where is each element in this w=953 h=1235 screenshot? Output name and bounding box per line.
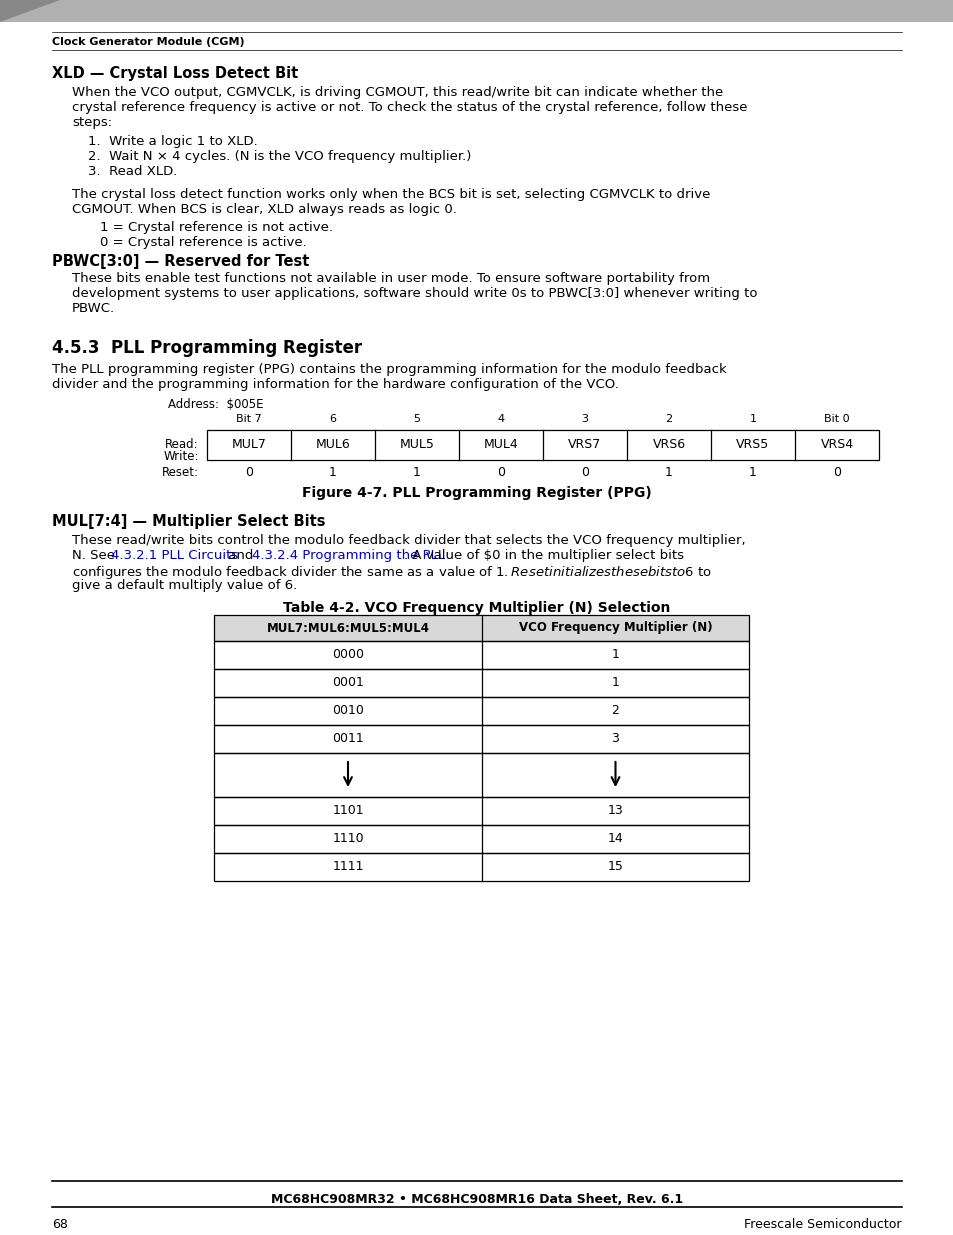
Text: These bits enable test functions not available in user mode. To ensure software : These bits enable test functions not ava… <box>71 272 709 285</box>
Polygon shape <box>0 0 60 22</box>
Text: 2: 2 <box>665 414 672 424</box>
Text: 3.  Read XLD.: 3. Read XLD. <box>88 165 177 178</box>
Text: VRS7: VRS7 <box>568 438 601 452</box>
Text: Freescale Semiconductor: Freescale Semiconductor <box>743 1218 901 1231</box>
Text: Write:: Write: <box>163 450 199 463</box>
Text: 1.  Write a logic 1 to XLD.: 1. Write a logic 1 to XLD. <box>88 135 257 148</box>
Text: MUL[7:4] — Multiplier Select Bits: MUL[7:4] — Multiplier Select Bits <box>52 514 325 529</box>
Text: 0001: 0001 <box>332 677 363 689</box>
Text: 0 = Crystal reference is active.: 0 = Crystal reference is active. <box>100 236 307 249</box>
Bar <box>0 0 953 22</box>
Text: 1: 1 <box>413 466 420 479</box>
Text: 2.  Wait N × 4 cycles. (N is the VCO frequency multiplier.): 2. Wait N × 4 cycles. (N is the VCO freq… <box>88 149 471 163</box>
Text: Reset:: Reset: <box>162 466 199 479</box>
Text: PBWC.: PBWC. <box>71 303 115 315</box>
Text: 1: 1 <box>664 466 672 479</box>
Text: VRS6: VRS6 <box>652 438 685 452</box>
Text: 1: 1 <box>749 414 756 424</box>
Text: 1: 1 <box>611 677 618 689</box>
Text: Clock Generator Module (CGM): Clock Generator Module (CGM) <box>52 37 244 47</box>
Text: 1101: 1101 <box>332 804 363 818</box>
Text: 4.3.2.1 PLL Circuits: 4.3.2.1 PLL Circuits <box>112 550 238 562</box>
Text: 1: 1 <box>748 466 756 479</box>
Text: Table 4-2. VCO Frequency Multiplier (N) Selection: Table 4-2. VCO Frequency Multiplier (N) … <box>283 601 670 615</box>
Text: 0011: 0011 <box>332 732 363 746</box>
Text: 6: 6 <box>329 414 336 424</box>
Text: The crystal loss detect function works only when the BCS bit is set, selecting C: The crystal loss detect function works o… <box>71 188 710 201</box>
Text: Bit 0: Bit 0 <box>823 414 849 424</box>
Text: steps:: steps: <box>71 116 112 128</box>
Text: MUL4: MUL4 <box>483 438 517 452</box>
Text: crystal reference frequency is active or not. To check the status of the crystal: crystal reference frequency is active or… <box>71 101 747 114</box>
Text: 0: 0 <box>580 466 588 479</box>
Text: MUL6: MUL6 <box>315 438 350 452</box>
Text: XLD — Crystal Loss Detect Bit: XLD — Crystal Loss Detect Bit <box>52 65 298 82</box>
Text: Address:  $005E: Address: $005E <box>168 398 263 411</box>
Text: 0: 0 <box>245 466 253 479</box>
Bar <box>213 669 748 697</box>
Text: . A value of $0 in the multiplier select bits: . A value of $0 in the multiplier select… <box>403 550 683 562</box>
Text: 3: 3 <box>581 414 588 424</box>
Text: N. See: N. See <box>71 550 119 562</box>
Text: 0: 0 <box>497 466 504 479</box>
Text: 5: 5 <box>413 414 420 424</box>
Bar <box>213 697 748 725</box>
Text: development systems to user applications, software should write 0s to PBWC[3:0] : development systems to user applications… <box>71 287 757 300</box>
Text: The PLL programming register (PPG) contains the programming information for the : The PLL programming register (PPG) conta… <box>52 363 726 375</box>
Text: 1 = Crystal reference is not active.: 1 = Crystal reference is not active. <box>100 221 333 233</box>
Text: 1: 1 <box>611 648 618 662</box>
Text: 4: 4 <box>497 414 504 424</box>
Bar <box>213 853 748 881</box>
Bar <box>213 797 748 825</box>
Text: Figure 4-7. PLL Programming Register (PPG): Figure 4-7. PLL Programming Register (PP… <box>302 487 651 500</box>
Text: 1110: 1110 <box>332 832 363 846</box>
Text: 15: 15 <box>607 861 622 873</box>
Text: PBWC[3:0] — Reserved for Test: PBWC[3:0] — Reserved for Test <box>52 254 309 269</box>
Text: CGMOUT. When BCS is clear, XLD always reads as logic 0.: CGMOUT. When BCS is clear, XLD always re… <box>71 203 456 216</box>
Text: VRS5: VRS5 <box>736 438 769 452</box>
Text: MUL5: MUL5 <box>399 438 434 452</box>
Text: MUL7:MUL6:MUL5:MUL4: MUL7:MUL6:MUL5:MUL4 <box>266 621 429 635</box>
Text: VRS4: VRS4 <box>820 438 853 452</box>
Text: Bit 7: Bit 7 <box>236 414 262 424</box>
Text: 14: 14 <box>607 832 622 846</box>
Text: 2: 2 <box>611 704 618 718</box>
Text: MC68HC908MR32 • MC68HC908MR16 Data Sheet, Rev. 6.1: MC68HC908MR32 • MC68HC908MR16 Data Sheet… <box>271 1193 682 1207</box>
Text: configures the modulo feedback divider the same as a value of $1. Reset initiali: configures the modulo feedback divider t… <box>71 564 711 580</box>
Text: 0010: 0010 <box>332 704 363 718</box>
Text: 1111: 1111 <box>332 861 363 873</box>
Text: give a default multiply value of 6.: give a default multiply value of 6. <box>71 579 297 592</box>
Bar <box>207 430 878 459</box>
Text: divider and the programming information for the hardware configuration of the VC: divider and the programming information … <box>52 378 618 391</box>
Text: 3: 3 <box>611 732 618 746</box>
Bar <box>213 615 748 641</box>
Text: VCO Frequency Multiplier (N): VCO Frequency Multiplier (N) <box>518 621 712 635</box>
Bar <box>213 753 748 797</box>
Text: 4.5.3  PLL Programming Register: 4.5.3 PLL Programming Register <box>52 338 362 357</box>
Text: 1: 1 <box>329 466 336 479</box>
Text: 0000: 0000 <box>332 648 364 662</box>
Bar <box>213 825 748 853</box>
Text: 13: 13 <box>607 804 622 818</box>
Text: MUL7: MUL7 <box>232 438 266 452</box>
Text: 4.3.2.4 Programming the PLL: 4.3.2.4 Programming the PLL <box>252 550 444 562</box>
Text: When the VCO output, CGMVCLK, is driving CGMOUT, this read/write bit can indicat: When the VCO output, CGMVCLK, is driving… <box>71 86 722 99</box>
Bar <box>213 641 748 669</box>
Text: 0: 0 <box>832 466 841 479</box>
Text: 68: 68 <box>52 1218 68 1231</box>
Bar <box>213 725 748 753</box>
Text: These read/write bits control the modulo feedback divider that selects the VCO f: These read/write bits control the modulo… <box>71 534 745 547</box>
Text: Read:: Read: <box>165 438 199 451</box>
Text: and: and <box>224 550 257 562</box>
